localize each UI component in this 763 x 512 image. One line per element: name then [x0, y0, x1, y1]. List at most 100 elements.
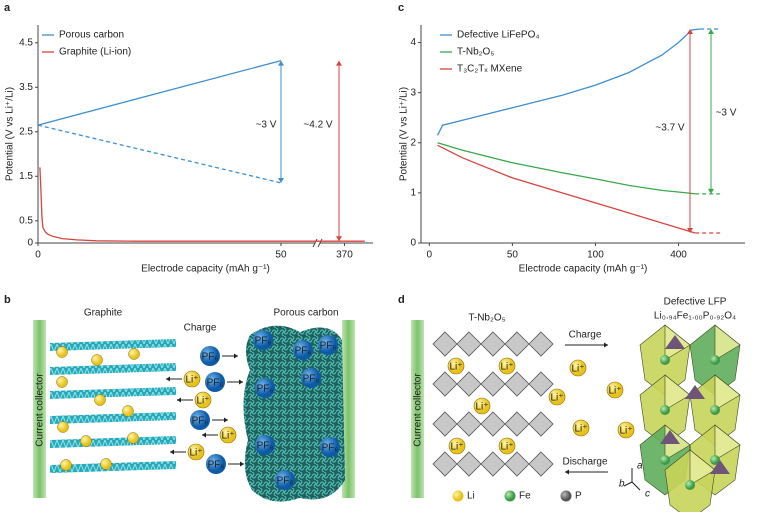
nb-octahedron [480, 331, 506, 357]
x-tick-label: 50 [507, 250, 519, 261]
nb-octahedron [528, 451, 554, 477]
y-axis-label: Potential (V vs Li⁺/Li) [399, 87, 410, 181]
li-ion [617, 421, 635, 439]
right-title: Defective LFP [664, 297, 727, 308]
y-tick-label: 4.5 [19, 37, 33, 48]
li-ion-label: Li⁺ [475, 402, 488, 413]
lfp-polyhedron [664, 374, 691, 411]
graphite-layer [50, 412, 176, 424]
ion-arrow-head [170, 449, 174, 455]
dashed-line [37, 124, 282, 184]
current-collector [411, 320, 424, 498]
ion-arrow-head [239, 379, 243, 385]
pf6-ion-label: PF₆ [277, 476, 294, 487]
x-tick-label: 370 [336, 250, 353, 261]
discharge-label: Discharge [562, 457, 607, 468]
nb-octahedron [480, 371, 506, 397]
y-tick-label: 1.5 [19, 171, 33, 182]
li-ion [548, 388, 566, 406]
pf6-ion-label: PF₆ [322, 443, 339, 454]
nb-octahedron [432, 411, 458, 437]
li-ion [569, 359, 587, 377]
li-ion [122, 405, 134, 417]
li-ion [187, 443, 205, 461]
legend-label: T₃C₂Tₓ MXene [457, 64, 523, 75]
lfp-polyhedron [714, 424, 741, 461]
ion-arrow-head [224, 417, 228, 423]
li-ion [606, 381, 624, 399]
fe-atom [660, 405, 670, 415]
li-ion-label: Li⁺ [574, 424, 587, 435]
graphite-title: Graphite [84, 308, 123, 319]
current-collector-label: Current collector [413, 373, 424, 447]
annotation: ~3.7 V [655, 123, 685, 134]
li-ion [572, 419, 590, 437]
axis-arrow [631, 481, 641, 491]
y-tick-label: 2 [410, 137, 416, 148]
x-tick-label: 0 [35, 250, 41, 261]
y-tick-label: 4 [410, 37, 416, 48]
li-ion [194, 391, 212, 409]
arrow-head [278, 60, 284, 66]
axis-break [317, 238, 323, 248]
p-tetrahedron [665, 335, 685, 349]
left-title: T-Nb₂O₅ [468, 313, 505, 324]
lfp-polyhedron [714, 324, 741, 361]
li-ion [183, 370, 201, 388]
panel-letter: c [398, 2, 404, 14]
li-ion [219, 426, 237, 444]
nb-octahedron [456, 411, 482, 437]
li-ion-label: Li⁺ [185, 375, 198, 386]
ion-arrow-head [166, 376, 170, 382]
nb-octahedron [480, 451, 506, 477]
li-ion [80, 435, 92, 447]
graphite-layer [50, 387, 176, 399]
li-ion [447, 357, 465, 375]
p-tetrahedron [660, 430, 680, 444]
nb-octahedron [504, 451, 530, 477]
pf6-ion-label: PF₆ [202, 352, 219, 363]
pf6-ion-label: PF₆ [320, 341, 337, 352]
current-collector [33, 320, 46, 498]
y-tick-label: 3.5 [19, 82, 33, 93]
fe-atom [685, 480, 695, 490]
graphite-layer [50, 363, 176, 375]
y-tick-label: 0 [410, 238, 416, 249]
data-line [437, 142, 696, 195]
fe-atom [660, 355, 670, 365]
y-tick-label: 0.5 [19, 215, 33, 226]
y-tick-label: 3 [410, 87, 416, 98]
arrow-head [687, 227, 693, 233]
axis-letter: c [645, 489, 650, 500]
current-collector [342, 320, 355, 498]
legend-swatch [504, 490, 516, 502]
li-ion-label: Li⁺ [449, 362, 462, 373]
data-line [39, 167, 365, 242]
nb-octahedron [528, 411, 554, 437]
li-ion [94, 394, 106, 406]
ion-arrow-head [565, 469, 569, 475]
data-line [37, 59, 282, 126]
annotation: ~3 V [256, 120, 277, 131]
pf6-ion [255, 378, 275, 398]
pf6-ion-label: PF₆ [257, 441, 274, 452]
legend-label: Li [467, 491, 475, 502]
li-ion [128, 348, 140, 360]
data-line [437, 144, 696, 234]
pf6-ion [200, 346, 220, 366]
graphite-layer [50, 339, 176, 351]
data-line [437, 28, 701, 136]
pf6-ion-label: PF₆ [192, 416, 209, 427]
ion-arrow-head [177, 397, 181, 403]
li-ion [473, 397, 491, 415]
li-ion [56, 376, 68, 388]
y-axis-label: Potential (V vs Li⁺/Li) [5, 87, 16, 181]
fe-atom [710, 355, 720, 365]
pf6-ion [253, 330, 273, 350]
axis-arrow [623, 481, 633, 487]
pf6-ion [206, 454, 226, 474]
fe-atom [660, 455, 670, 465]
li-ion [448, 437, 466, 455]
li-ion [498, 437, 516, 455]
